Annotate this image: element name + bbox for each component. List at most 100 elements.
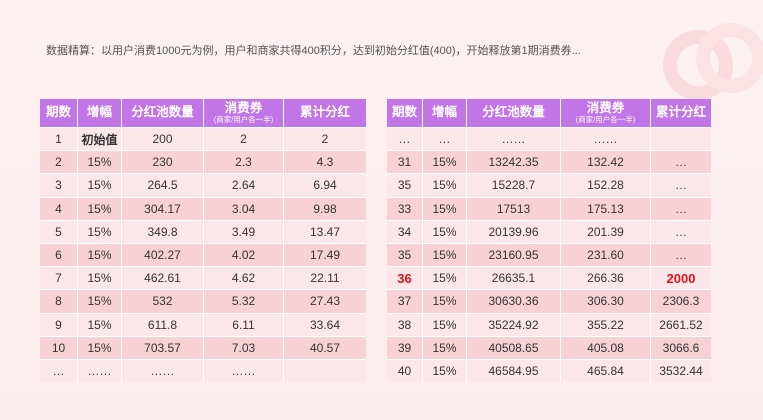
cell-coupon: 2.3 [204, 150, 284, 174]
cell-growth: 15% [78, 219, 122, 243]
table-row: 5 15% 349.8 3.49 13.47 [40, 219, 366, 243]
table-row: 31 15% 13242.35 132.42… [387, 150, 711, 174]
cell-cumulative: 3066.6 [651, 335, 711, 359]
cell-coupon: 2.64 [204, 173, 284, 197]
cell-period: 31 [387, 150, 423, 174]
cell-period: 34 [387, 219, 423, 243]
cell-growth: 15% [78, 266, 122, 290]
header-period: 期数 [40, 99, 78, 127]
cell-period: 8 [40, 289, 78, 313]
cell-pool: 462.61 [122, 266, 204, 290]
cell-cumulative: 3532.44 [651, 358, 711, 383]
cell-growth: 初始值 [78, 127, 122, 151]
cell-coupon: …… [561, 127, 651, 151]
cell-pool: 200 [122, 127, 204, 151]
cell-coupon: 355.22 [561, 312, 651, 336]
cell-pool: 23160.95 [467, 242, 561, 267]
cell-period: 35 [387, 173, 423, 197]
cell-period: 9 [40, 312, 78, 336]
cell-growth: 15% [423, 312, 467, 336]
cell-pool: 35224.92 [467, 312, 561, 336]
header-growth: 增幅 [423, 99, 467, 127]
table-row: 1 初始值 200 2 2 [40, 127, 366, 151]
table-row: 10 15% 703.57 7.03 40.57 [40, 335, 366, 359]
cell-cumulative [284, 358, 366, 383]
cell-period: 1 [40, 127, 78, 151]
cell-pool: 46584.95 [467, 358, 561, 383]
table-row: 2 15% 230 2.3 4.3 [40, 150, 366, 174]
cell-period: 3 [40, 173, 78, 197]
cell-coupon: 7.03 [204, 335, 284, 359]
cell-cumulative: 2661.52 [651, 312, 711, 336]
cell-coupon: 306.30 [561, 289, 651, 313]
cell-coupon: …… [204, 358, 284, 383]
cell-growth: 15% [78, 150, 122, 174]
header-coupon: 消费券 (商家/用户各一半) [561, 99, 651, 127]
cell-cumulative: 2306.3 [651, 289, 711, 313]
cell-pool: 40508.65 [467, 335, 561, 359]
cell-growth: 15% [423, 335, 467, 359]
cell-cumulative: 6.94 [284, 173, 366, 197]
cell-cumulative: 17.49 [284, 242, 366, 267]
cell-pool: 349.8 [122, 219, 204, 243]
cell-cumulative: … [651, 150, 711, 174]
table-row: 3 15% 264.5 2.64 6.94 [40, 173, 366, 197]
cell-coupon: 175.13 [561, 196, 651, 220]
cell-growth: 15% [78, 312, 122, 336]
table-row: 35 15% 15228.7 152.28… [387, 173, 711, 197]
cell-growth: 15% [423, 173, 467, 197]
cell-growth: 15% [423, 219, 467, 243]
cell-cumulative: 2000 [651, 266, 711, 290]
header-cumulative: 累计分红 [284, 99, 366, 127]
cell-coupon: 405.08 [561, 335, 651, 359]
cell-cumulative: … [651, 242, 711, 267]
cell-coupon: 3.49 [204, 219, 284, 243]
cell-coupon: 2 [204, 127, 284, 151]
cell-period: 40 [387, 358, 423, 383]
cell-coupon: 3.04 [204, 196, 284, 220]
table-row: 33 15% 17513 175.13… [387, 196, 711, 220]
cell-coupon: 132.42 [561, 150, 651, 174]
cell-pool: 532 [122, 289, 204, 313]
cell-pool: 30630.36 [467, 289, 561, 313]
table-row: 37 15% 30630.36 306.30 2306.3 [387, 289, 711, 313]
cell-growth: 15% [78, 335, 122, 359]
cell-period: 33 [387, 196, 423, 220]
cell-pool: 15228.7 [467, 173, 561, 197]
header-coupon: 消费券 (商家/用户各一半) [204, 99, 284, 127]
cell-period: 10 [40, 335, 78, 359]
cell-pool: 304.17 [122, 196, 204, 220]
cell-coupon: 152.28 [561, 173, 651, 197]
cell-growth: 15% [423, 196, 467, 220]
cell-coupon: 231.60 [561, 242, 651, 267]
cell-growth: 15% [423, 242, 467, 267]
cell-pool: 402.27 [122, 242, 204, 267]
header-coupon-sub: (商家/用户各一半) [575, 115, 636, 125]
cell-cumulative: … [651, 173, 711, 197]
cell-growth: 15% [78, 173, 122, 197]
table-row: 7 15% 462.61 4.62 22.11 [40, 266, 366, 290]
cell-growth: 15% [423, 358, 467, 383]
cell-cumulative: … [651, 219, 711, 243]
cell-period: 37 [387, 289, 423, 313]
cell-pool: …… [122, 358, 204, 383]
table-row: ………………… [40, 358, 366, 383]
cell-cumulative [651, 127, 711, 151]
table-row: 34 15% 20139.96 201.39… [387, 219, 711, 243]
header-coupon-label: 消费券 [586, 101, 625, 115]
intro-text: 数据精算：以用户消费1000元为例，用户和商家共得400积分，达到初始分红值(4… [46, 45, 581, 57]
cell-coupon: 201.39 [561, 219, 651, 243]
cell-cumulative: 22.11 [284, 266, 366, 290]
cell-pool: 703.57 [122, 335, 204, 359]
cell-period: 39 [387, 335, 423, 359]
cell-period: 4 [40, 196, 78, 220]
header-cumulative: 累计分红 [651, 99, 711, 127]
table-row: 8 15% 532 5.32 27.43 [40, 289, 366, 313]
cell-period: … [387, 127, 423, 151]
cell-pool: 26635.1 [467, 266, 561, 290]
cell-cumulative: 2 [284, 127, 366, 151]
cell-coupon: 465.84 [561, 358, 651, 383]
cell-coupon: 266.36 [561, 266, 651, 290]
cell-growth: …… [78, 358, 122, 383]
right-table: 期数 增幅 分红池数量 消费券 (商家/用户各一半) 累计分红 ……………… 31 1… [387, 99, 711, 383]
